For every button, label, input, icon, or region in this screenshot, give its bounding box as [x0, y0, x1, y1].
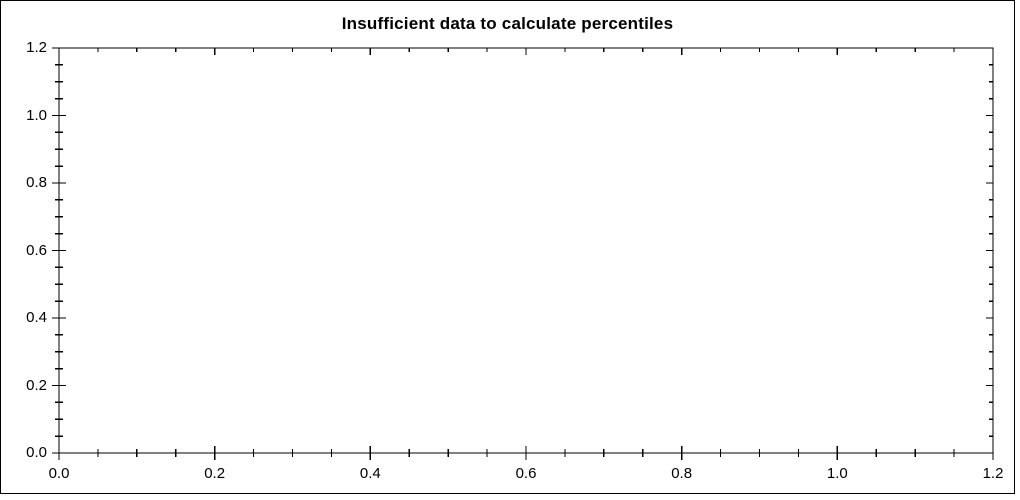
- y-tick-label: 0.8: [26, 174, 47, 191]
- chart-title: Insufficient data to calculate percentil…: [341, 14, 674, 33]
- y-tick-label: 0.2: [26, 376, 47, 394]
- x-tick-label: 0.2: [204, 465, 226, 482]
- y-tick-label: 0.0: [26, 444, 47, 461]
- x-tick-label: 0.6: [515, 465, 537, 482]
- x-tick-label: 0.0: [48, 465, 70, 482]
- y-tick-label: 0.4: [26, 309, 47, 326]
- x-tick-label: 1.0: [826, 465, 848, 482]
- y-tick-label: 1.2: [26, 39, 47, 56]
- x-tick-label: 1.2: [982, 465, 1004, 482]
- x-tick-label: 0.4: [359, 465, 381, 482]
- y-tick-label: 0.6: [26, 241, 47, 259]
- plot-box: [58, 47, 994, 454]
- y-tick-label: 1.0: [26, 106, 47, 124]
- x-tick-label: 0.8: [671, 465, 693, 482]
